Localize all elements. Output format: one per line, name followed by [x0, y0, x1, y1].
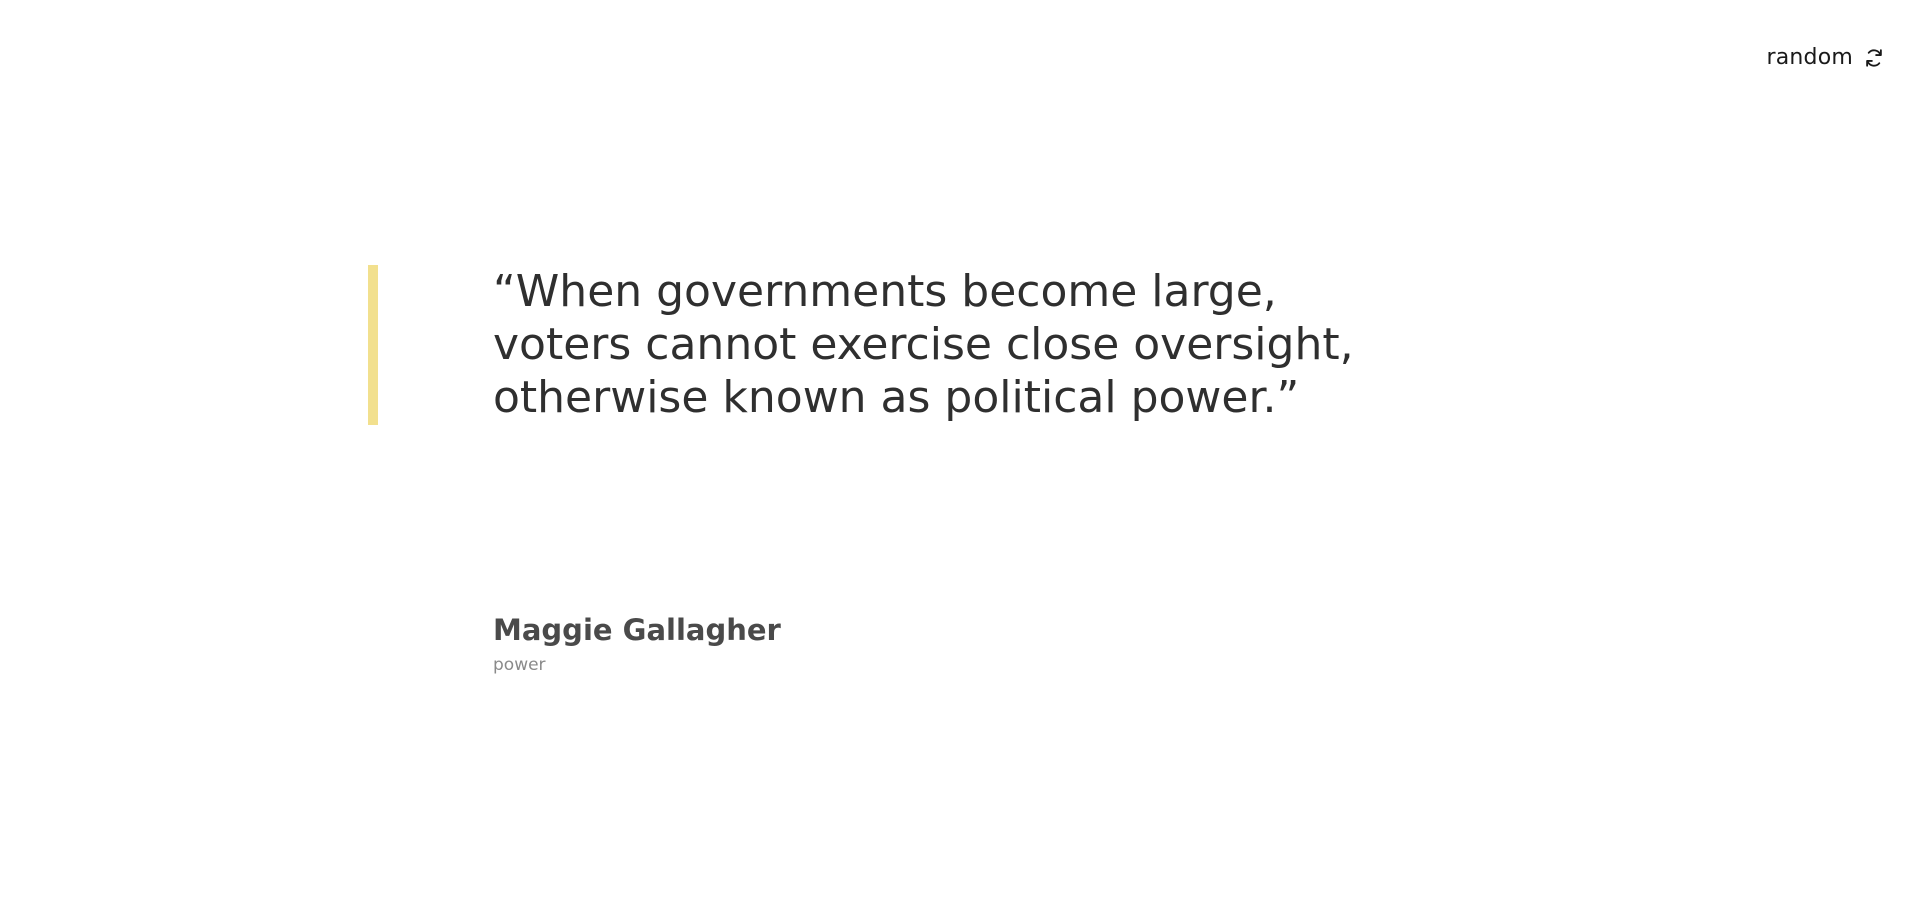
quote-accent-bar: [368, 265, 378, 425]
random-label: random: [1766, 45, 1853, 70]
quote-tag-link[interactable]: power: [493, 655, 546, 675]
author-name: Maggie Gallagher: [493, 613, 781, 647]
refresh-icon: [1863, 47, 1885, 69]
quote-text: “When governments become large, voters c…: [493, 266, 1354, 423]
random-quote-button[interactable]: random: [1760, 40, 1891, 76]
author-block: Maggie Gallagher power: [493, 612, 781, 676]
